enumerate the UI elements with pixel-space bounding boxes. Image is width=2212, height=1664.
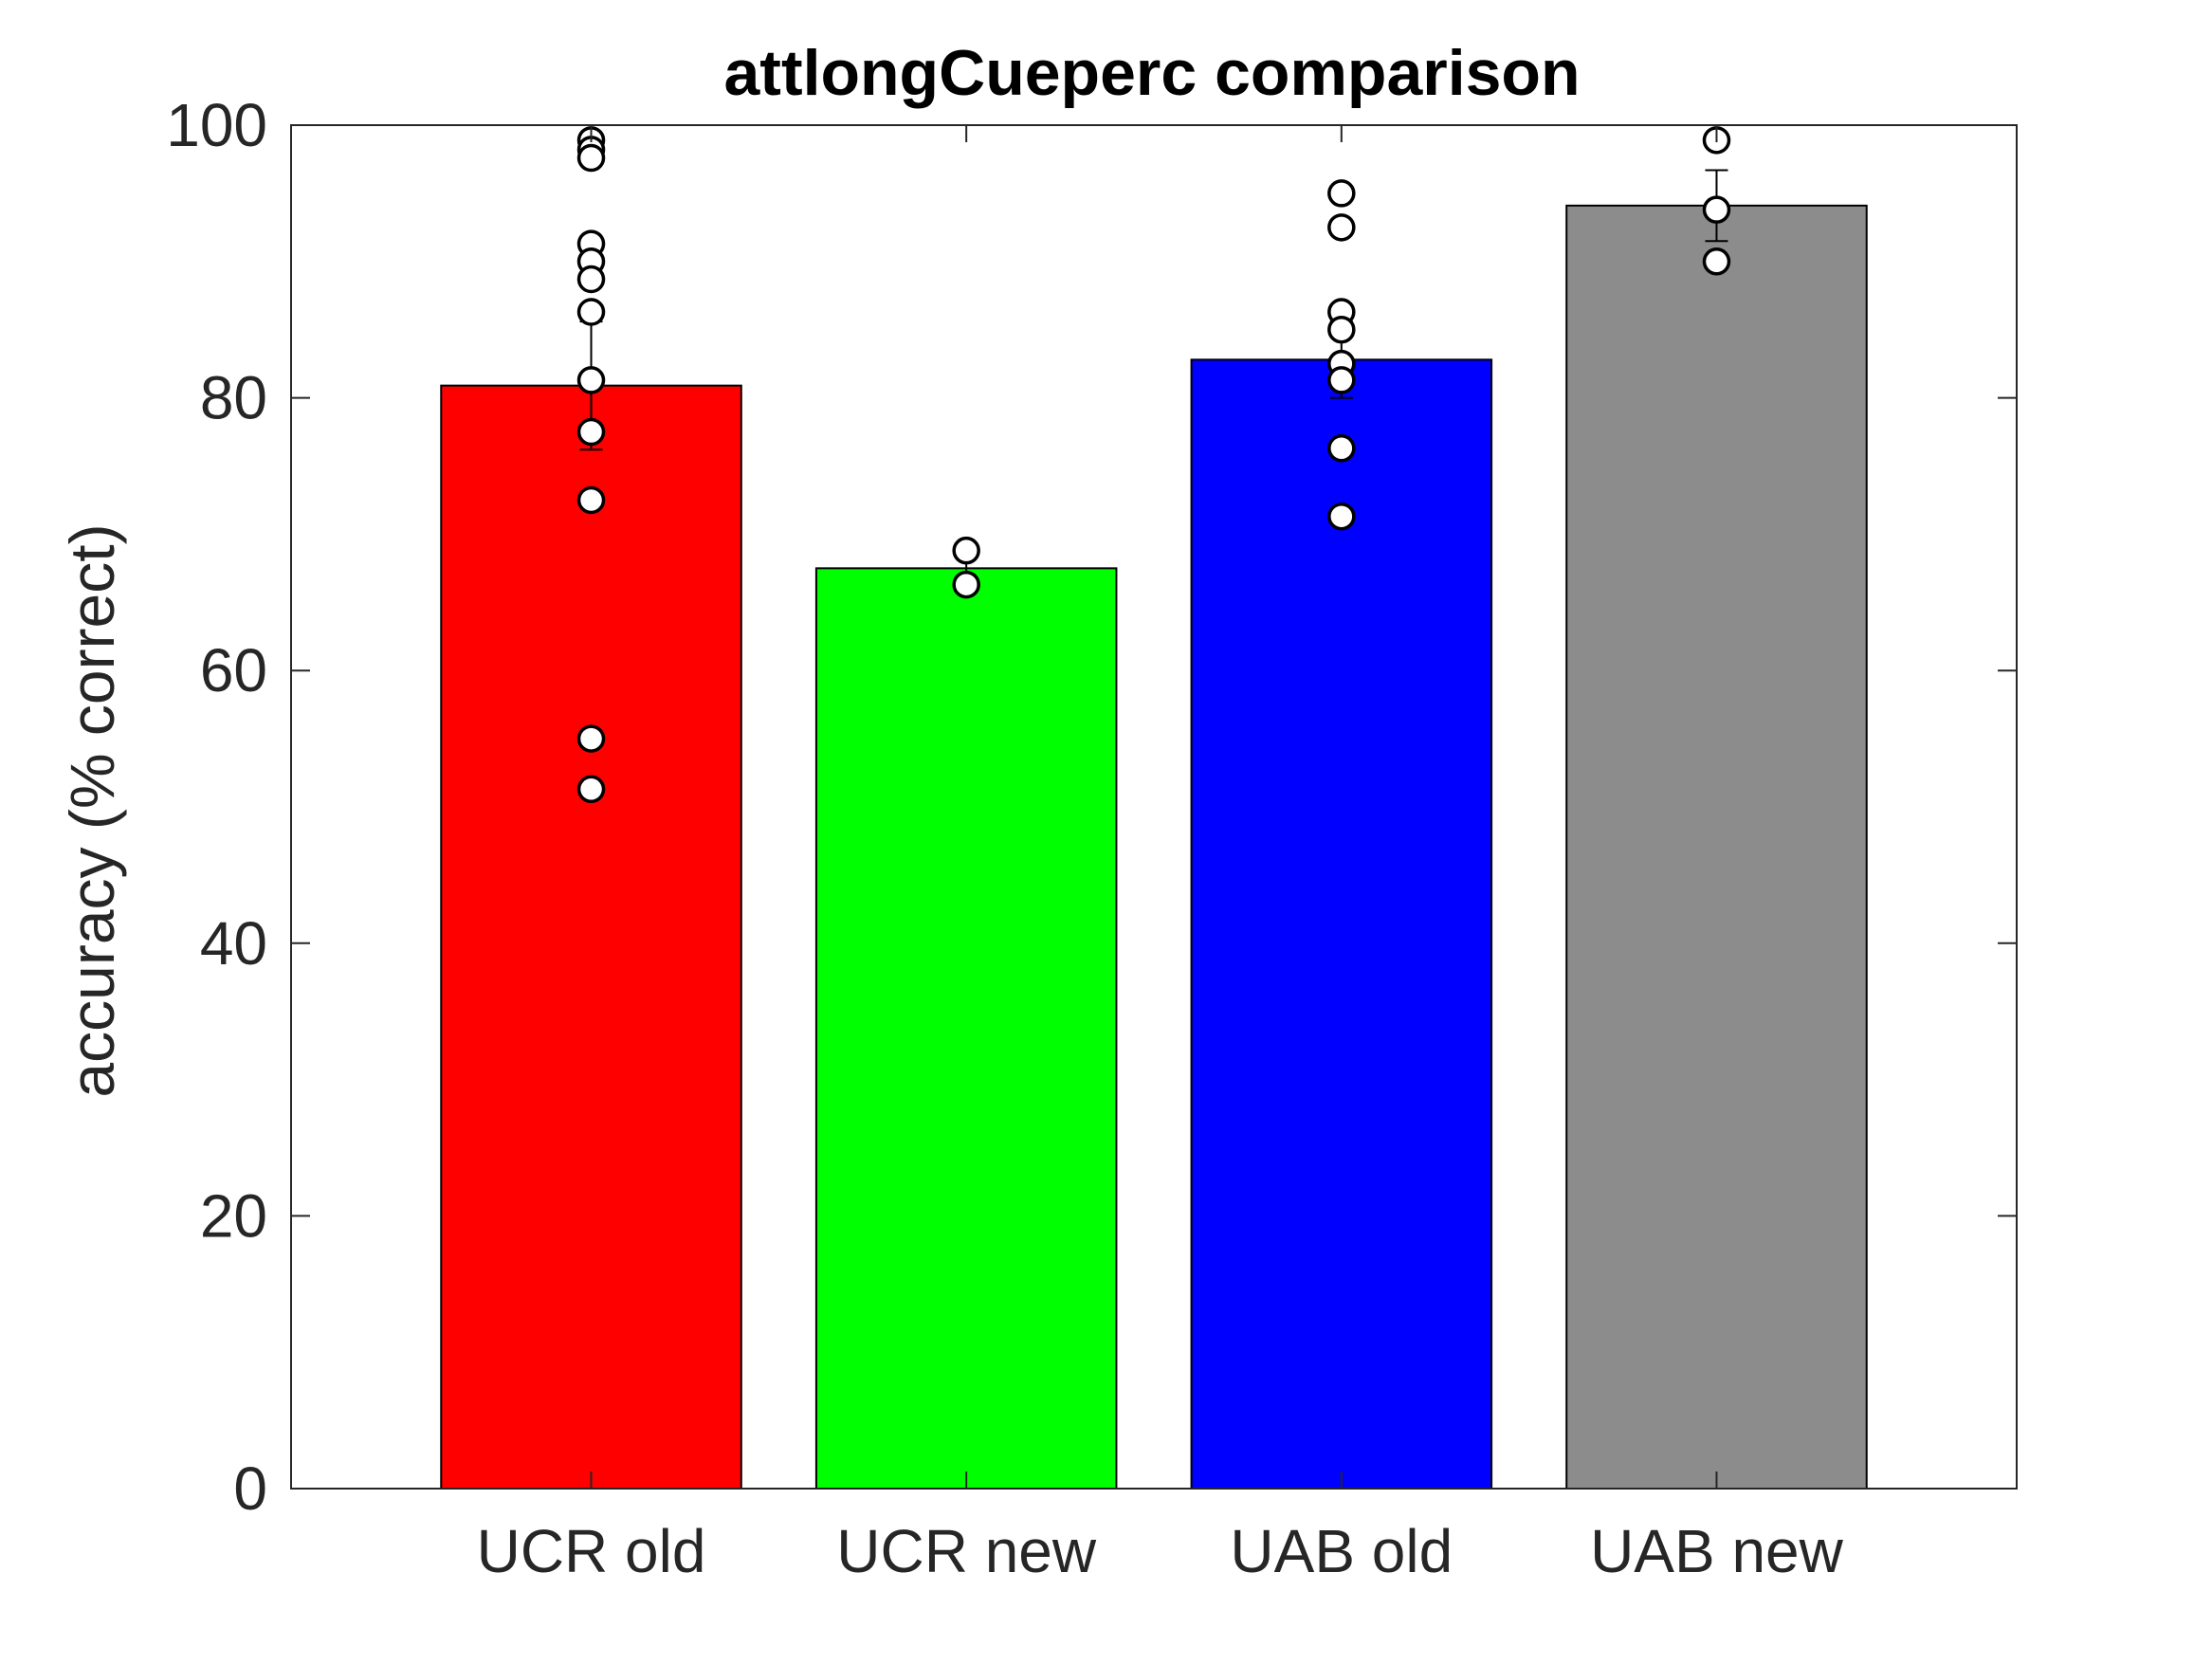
x-tick-label: UCR old xyxy=(477,1517,706,1585)
data-point xyxy=(1702,247,1731,276)
y-axis-label: accuracy (% correct) xyxy=(57,523,127,1097)
error-bars-layer xyxy=(579,169,1728,586)
data-point xyxy=(576,298,606,326)
axes-layer: 0 20 40 60 80 100 UCR old UCR new UAB old UAB new xyxy=(166,91,2018,1585)
axes-box xyxy=(290,124,2018,1490)
y-tick-label: 80 xyxy=(200,364,267,432)
data-point xyxy=(1327,502,1356,531)
data-point xyxy=(576,366,606,394)
data-point xyxy=(1327,315,1356,344)
y-tick-label: 40 xyxy=(200,909,267,978)
data-point xyxy=(576,724,606,753)
bar-uab-old xyxy=(1190,358,1493,1490)
data-point xyxy=(576,485,606,515)
y-tick-label: 0 xyxy=(233,1454,267,1523)
data-point xyxy=(1327,213,1356,242)
bar-ucr-new xyxy=(814,567,1118,1490)
x-tick-label: UAB new xyxy=(1590,1517,1844,1585)
x-tick-label: UCR new xyxy=(836,1517,1097,1585)
data-point xyxy=(1327,434,1356,463)
data-point xyxy=(576,775,606,804)
data-point xyxy=(1327,179,1356,208)
data-point xyxy=(576,143,606,173)
chart-title: attlongCueperc comparison xyxy=(723,37,1580,109)
data-point xyxy=(1702,195,1731,224)
data-point xyxy=(952,570,980,599)
y-tick-label: 100 xyxy=(166,91,267,159)
data-points-layer xyxy=(576,126,1731,804)
data-point xyxy=(952,536,980,565)
bar-ucr-old xyxy=(440,384,742,1490)
data-point xyxy=(1327,366,1356,394)
data-point xyxy=(576,417,606,447)
x-tick-label: UAB old xyxy=(1230,1517,1453,1585)
y-tick-label: 60 xyxy=(200,636,267,704)
bar-uab-new xyxy=(1565,204,1868,1490)
bars-layer xyxy=(440,204,1868,1490)
y-tick-label: 20 xyxy=(200,1181,267,1250)
data-point xyxy=(576,265,606,294)
